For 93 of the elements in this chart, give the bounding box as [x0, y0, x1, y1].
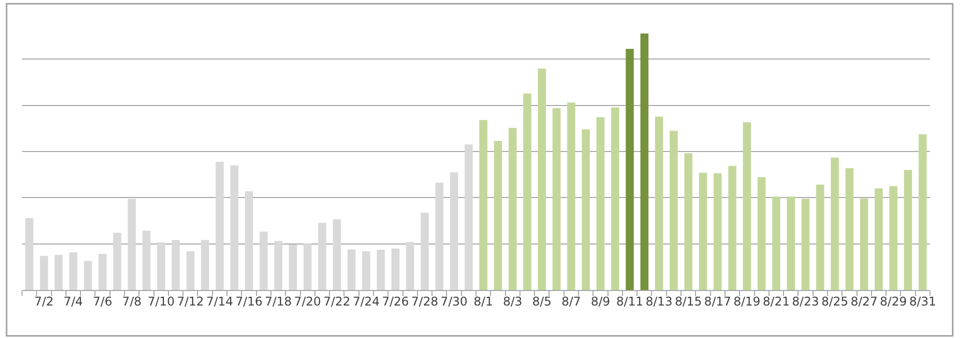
bar	[406, 242, 414, 290]
bar	[742, 122, 751, 290]
x-tick-label: 7/26	[382, 294, 409, 308]
x-tick-label: 8/7	[562, 294, 581, 308]
bar	[596, 117, 605, 290]
bar	[684, 153, 692, 290]
x-tick-label: 7/18	[264, 294, 292, 308]
bar	[714, 173, 722, 290]
bar	[376, 250, 385, 290]
bar	[84, 261, 92, 290]
bar	[698, 172, 708, 290]
x-tick-label: 8/13	[646, 294, 673, 308]
x-tick-label: 7/28	[411, 294, 438, 308]
bar	[40, 256, 48, 290]
bar	[567, 102, 576, 290]
bar	[640, 34, 648, 290]
x-tick-label: 7/16	[236, 294, 262, 308]
bar	[128, 198, 136, 290]
x-tick-label: 8/29	[880, 294, 907, 308]
x-tick-label: 7/12	[176, 294, 204, 308]
bar	[201, 240, 210, 290]
bar	[655, 116, 664, 290]
bar	[288, 244, 297, 290]
bar	[362, 251, 370, 290]
bar	[816, 184, 824, 290]
bar	[113, 232, 122, 290]
x-tick-label: 7/4	[64, 294, 83, 308]
bar	[479, 120, 488, 290]
bar	[420, 212, 429, 290]
bar	[464, 144, 473, 290]
x-tick-label: 7/8	[122, 294, 142, 308]
bar	[172, 240, 180, 290]
x-tick-label: 7/10	[148, 294, 175, 308]
bar	[845, 168, 854, 290]
x-tick-label: 8/5	[532, 294, 552, 308]
bar	[758, 177, 766, 290]
bar	[142, 230, 151, 290]
x-tick-label: 8/17	[704, 294, 732, 308]
bar	[332, 219, 341, 290]
x-tick-label: 7/14	[206, 294, 234, 308]
bar	[772, 196, 780, 290]
bar	[830, 158, 839, 290]
x-tick-label: 8/25	[821, 294, 848, 308]
x-tick-label: 7/30	[440, 294, 468, 308]
bar	[25, 218, 34, 290]
bar	[244, 191, 254, 290]
x-tick-label: 8/23	[792, 294, 819, 308]
bar	[918, 134, 927, 290]
bar	[260, 232, 268, 290]
bar	[391, 248, 400, 290]
x-tick-label: 8/19	[733, 294, 760, 308]
bar	[318, 222, 326, 290]
bar	[98, 254, 107, 290]
x-tick-label: 8/15	[674, 294, 702, 308]
bar	[157, 242, 166, 290]
bar	[670, 130, 678, 290]
bar	[523, 94, 532, 290]
bar	[904, 170, 912, 290]
bar	[626, 48, 634, 290]
bar	[54, 254, 63, 290]
bar	[582, 129, 590, 290]
bar	[216, 162, 224, 290]
x-tick-label: 7/6	[92, 294, 112, 308]
bar	[435, 182, 444, 290]
bar	[611, 107, 620, 290]
bar	[347, 249, 356, 290]
bar	[274, 241, 282, 290]
bar	[186, 251, 194, 290]
x-tick-label: 8/3	[502, 294, 522, 308]
bar	[304, 244, 312, 290]
bar	[860, 198, 868, 290]
x-tick-label: 7/24	[352, 294, 380, 308]
x-tick-label: 7/2	[34, 294, 54, 308]
bar	[786, 196, 795, 290]
bar	[69, 252, 78, 290]
bar	[494, 140, 502, 290]
bar	[230, 165, 238, 290]
bar	[552, 108, 561, 290]
x-tick-label: 8/21	[762, 294, 790, 308]
bar	[728, 166, 736, 290]
x-tick-label: 8/11	[616, 294, 644, 308]
bar	[889, 186, 898, 290]
x-tick-label: 8/31	[909, 294, 936, 308]
x-tick-label: 7/22	[323, 294, 350, 308]
bar	[874, 188, 883, 290]
x-tick-label: 8/9	[590, 294, 610, 308]
bar	[508, 128, 517, 290]
bar	[801, 198, 810, 290]
x-tick-label: 8/27	[850, 294, 878, 308]
bar	[538, 68, 546, 290]
bar	[450, 172, 458, 290]
x-tick-label: 8/1	[474, 294, 493, 308]
x-tick-label: 7/20	[294, 294, 322, 308]
